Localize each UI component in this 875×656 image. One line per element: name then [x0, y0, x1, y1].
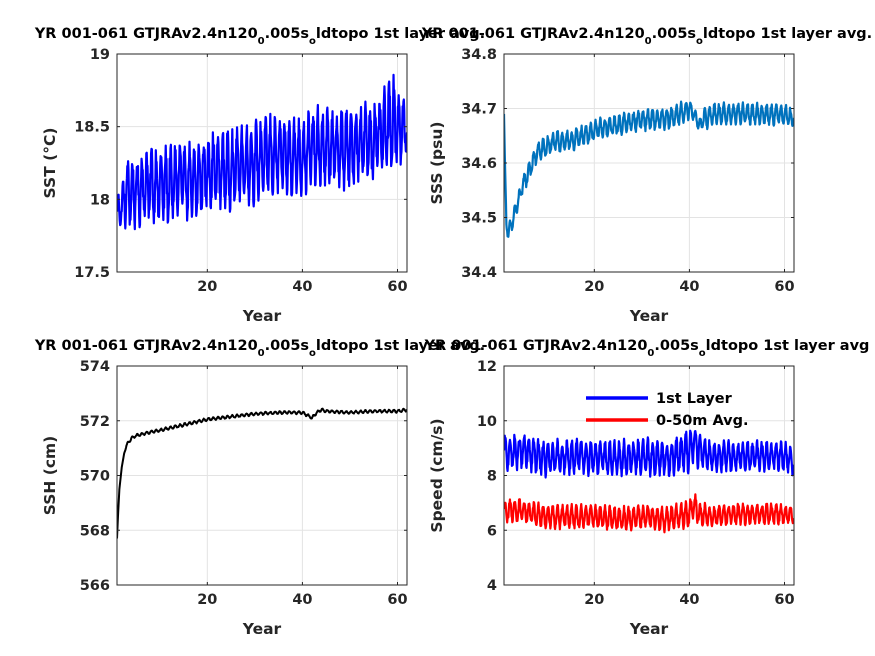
y-tick-label: 568: [80, 523, 110, 539]
y-tick-label: 574: [80, 359, 110, 375]
series-line-1: [504, 429, 794, 479]
series-group: [504, 100, 794, 238]
panel-3-title: YR 001-061 GTJRAv2.4n1200.005soldtopo 1s…: [34, 338, 485, 359]
chart-panel-4: 20 40 60 4 6 8 10 12 Year Speed (cm/s) 1st Layer 0-…: [428, 359, 795, 638]
series-line-1: [117, 73, 407, 231]
panel-2-title: YR 001-061 GTJRAv2.4n1200.005soldtopo 1s…: [421, 26, 872, 47]
x-tick-label: 20: [584, 592, 604, 608]
y-tick-label: 19: [90, 47, 110, 63]
y-tick-label: 34.5: [461, 211, 497, 227]
x-tick-label: 40: [292, 279, 312, 295]
series-line-1: [117, 407, 407, 539]
y-tick-label: 570: [80, 469, 110, 485]
x-tick-label: 20: [197, 592, 217, 608]
series-group: [117, 407, 407, 539]
y-axis-label: SST (°C): [41, 128, 59, 199]
series-group: [504, 429, 794, 534]
panel-4-title: YR 001-061 GTJRAv2.4n1200.005soldtopo 1s…: [424, 338, 870, 359]
axes-box: [116, 53, 408, 273]
y-tick-label: 34.4: [461, 265, 497, 281]
legend-label-1: 1st Layer: [656, 391, 733, 407]
y-tick-label: 17.5: [74, 265, 110, 281]
x-axis-label: Year: [629, 307, 669, 325]
series-line-1: [504, 100, 794, 238]
y-tick-label: 10: [477, 414, 497, 430]
y-axis-label: SSH (cm): [41, 436, 59, 516]
panel-1-title: YR 001-061 GTJRAv2.4n1200.005soldtopo 1s…: [34, 26, 485, 47]
y-axis-label: SSS (psu): [428, 121, 446, 204]
y-tick-label: 572: [80, 414, 110, 430]
x-axis-label: Year: [629, 620, 669, 638]
series-line-2: [504, 493, 794, 534]
y-tick-label: 4: [487, 578, 497, 594]
plots-layer: 20 40 60 17.5 18 18.5 19 Year SST (°C) 20 40 60 34.4…: [41, 47, 795, 638]
y-tick-label: 34.8: [461, 47, 497, 63]
y-tick-label: 6: [487, 523, 497, 539]
x-tick-label: 60: [774, 592, 794, 608]
x-axis-label: Year: [242, 307, 282, 325]
x-tick-label: 40: [292, 592, 312, 608]
y-tick-label: 566: [80, 578, 110, 594]
x-tick-label: 40: [679, 279, 699, 295]
y-tick-label: 8: [487, 469, 497, 485]
series-group: [117, 73, 407, 231]
x-tick-label: 60: [387, 592, 407, 608]
y-tick-label: 34.6: [461, 156, 497, 172]
chart-panel-2: 20 40 60 34.4 34.5 34.6 34.7 34.8 Year SSS (psu): [428, 47, 795, 325]
legend-label-2: 0-50m Avg.: [656, 413, 749, 429]
x-tick-label: 20: [584, 279, 604, 295]
x-tick-label: 40: [679, 592, 699, 608]
y-tick-label: 18.5: [74, 120, 110, 136]
x-axis-label: Year: [242, 620, 282, 638]
x-tick-label: 60: [387, 279, 407, 295]
y-tick-label: 12: [477, 359, 497, 375]
chart-panel-1: 20 40 60 17.5 18 18.5 19 Year SST (°C): [41, 47, 408, 325]
x-tick-label: 60: [774, 279, 794, 295]
y-tick-label: 34.7: [461, 102, 497, 118]
y-tick-label: 18: [90, 192, 110, 208]
chart-panel-3: 20 40 60 566 568 570 572 574 Year SSH (cm): [41, 359, 408, 638]
x-tick-label: 20: [197, 279, 217, 295]
y-axis-label: Speed (cm/s): [428, 418, 446, 532]
